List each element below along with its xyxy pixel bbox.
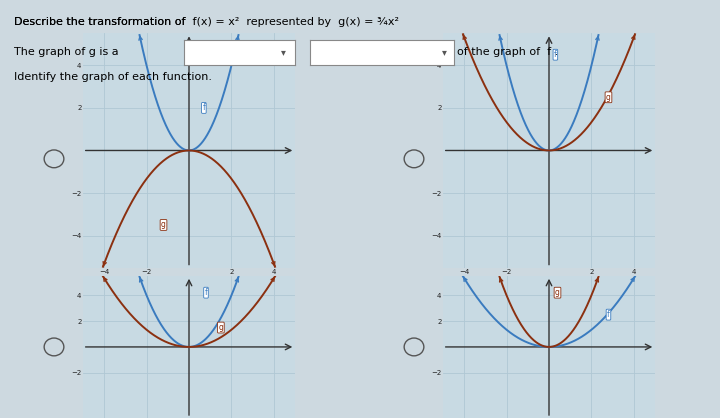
Text: Describe the transformation of: Describe the transformation of (14, 17, 193, 27)
Text: g: g (218, 323, 223, 332)
Text: f: f (202, 103, 205, 112)
Text: f: f (554, 50, 557, 59)
Text: g: g (161, 220, 166, 229)
Text: g: g (606, 93, 611, 102)
Text: Describe the transformation of  f(x) = x²  represented by  g(x) = ¾x²: Describe the transformation of f(x) = x²… (14, 17, 400, 27)
Text: g: g (555, 288, 560, 297)
Text: ▾: ▾ (282, 47, 287, 57)
Text: Identify the graph of each function.: Identify the graph of each function. (14, 72, 212, 82)
Text: f: f (204, 288, 207, 297)
Text: ▾: ▾ (441, 47, 446, 57)
Text: of the graph of  f .: of the graph of f . (457, 47, 559, 57)
Text: The graph of g is a: The graph of g is a (14, 47, 119, 57)
Text: f: f (607, 310, 610, 319)
